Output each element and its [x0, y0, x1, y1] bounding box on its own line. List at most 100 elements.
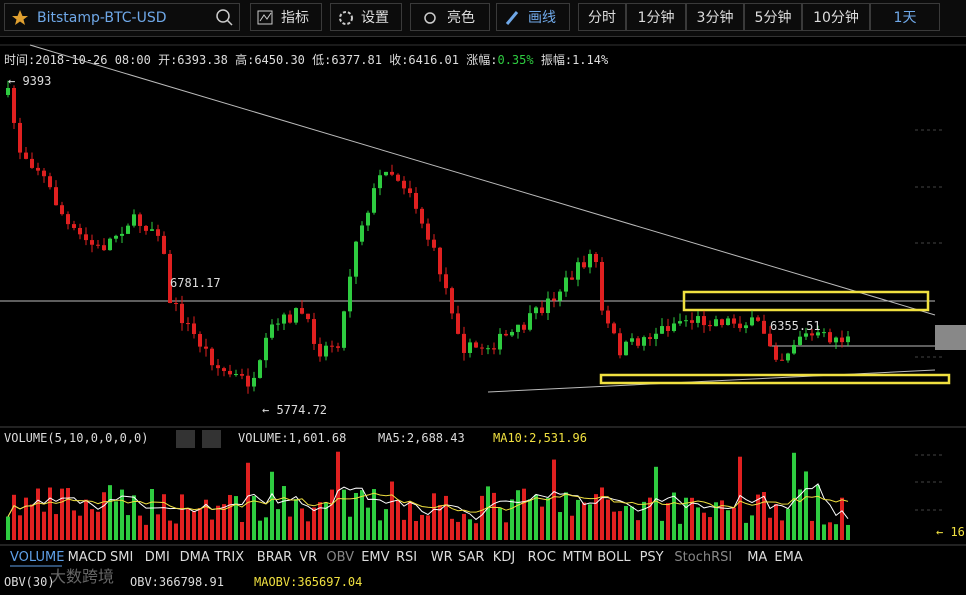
trend-line [29, 44, 936, 316]
indicator-tab[interactable]: DMA [180, 550, 210, 565]
period[interactable]: 5分钟 [744, 3, 802, 31]
candle-body [624, 341, 628, 356]
volume-bar [360, 490, 364, 540]
candle-body [774, 346, 778, 360]
volume-bar [324, 502, 328, 540]
indicator-tab[interactable]: KDJ [493, 550, 515, 565]
candle-body [696, 316, 700, 323]
volume-bar [486, 486, 490, 540]
symbol[interactable]: Bitstamp-BTC-USD [4, 3, 240, 31]
indicator-tab[interactable]: SMI [110, 550, 133, 565]
volume-bar [492, 492, 496, 540]
volume-bar [738, 456, 742, 540]
volume-bar [240, 521, 244, 540]
indicator-tab[interactable]: VOLUME [10, 550, 64, 565]
gear-icon[interactable] [176, 430, 195, 448]
volume-bar [288, 516, 292, 540]
candle-body [468, 342, 472, 353]
indicator-tab[interactable]: MACD [68, 550, 107, 565]
candle-body [570, 277, 574, 280]
volume-bar [72, 510, 76, 540]
candle-body [6, 88, 10, 95]
candle-body [174, 302, 178, 304]
candle-body [204, 346, 208, 349]
period[interactable]: 10分钟 [802, 3, 870, 31]
candle-body [456, 313, 460, 334]
candle-body [540, 307, 544, 314]
candle-body [486, 348, 490, 350]
volume-bar [810, 520, 814, 540]
volume-bar [828, 522, 832, 540]
indicator-tab[interactable]: RSI [396, 550, 417, 565]
volume-bar [708, 517, 712, 540]
info-open: 开:6393.38 [158, 53, 228, 67]
volume-bar [690, 497, 694, 540]
volume-bar [786, 508, 790, 540]
candle-body [756, 317, 760, 321]
draw-button[interactable]: 画线 [496, 3, 570, 31]
indicator-tab[interactable]: StochRSI [674, 550, 732, 565]
indicator-tab[interactable]: PSY [640, 550, 664, 565]
info-time: 时间:2018-10-26 08:00 [4, 53, 151, 67]
volume-bar [156, 514, 160, 540]
candle-body [630, 338, 634, 342]
indicator-tab[interactable]: SAR [458, 550, 484, 565]
volume-bar [594, 494, 598, 540]
indicator-tab[interactable]: VR [299, 550, 317, 565]
candle-body [834, 337, 838, 343]
indicator-tab[interactable]: EMV [361, 550, 389, 565]
info-change: 0.35% [497, 53, 534, 67]
volume-bar [174, 523, 178, 540]
last-label: 6355.51 [770, 319, 821, 333]
indicator-button[interactable]: 指标 [250, 3, 322, 31]
candle-body [576, 262, 580, 280]
theme-button[interactable]: 亮色 [410, 3, 490, 31]
indicator-tab[interactable]: DMI [145, 550, 170, 565]
indicator-tab[interactable]: ROC [528, 550, 556, 565]
candle-body [498, 333, 502, 350]
volume-bar [78, 515, 82, 540]
indicator-tab[interactable]: BOLL [597, 550, 631, 565]
info-high: 高:6450.30 [235, 53, 305, 67]
volume-bar [270, 471, 274, 540]
volume-bar [504, 522, 508, 540]
volume-bar [294, 499, 298, 540]
volume-bar [228, 494, 232, 540]
candle-body [288, 314, 292, 323]
indicator-tab[interactable]: WR [431, 550, 453, 565]
indicator-tab[interactable]: OBV [326, 550, 354, 565]
indicator-tab[interactable]: TRIX [213, 550, 244, 565]
indicator-tab[interactable]: BRAR [257, 550, 292, 565]
min-label: ← 5774.72 [262, 403, 327, 417]
period[interactable]: 分时 [578, 3, 626, 31]
indicator-tab[interactable]: EMA [774, 550, 802, 565]
info-amplitude: 振幅:1.14% [540, 53, 609, 67]
indicator-tab[interactable]: MTM [562, 550, 592, 565]
candle-body [24, 152, 28, 159]
volume-bar [654, 466, 658, 540]
settings-button[interactable]: 设置 [330, 3, 402, 31]
period[interactable]: 1分钟 [626, 3, 686, 31]
volume-bar [300, 508, 304, 540]
candle-body [78, 227, 82, 235]
candle-body [246, 375, 250, 387]
period-selected[interactable]: 1天 [870, 3, 940, 31]
info-line: 时间:2018-10-26 08:00 开:6393.38 高:6450.30 … [4, 51, 608, 68]
volume-bar [312, 507, 316, 540]
candle-body [738, 323, 742, 329]
volume-bar [438, 504, 442, 540]
volume-bar [378, 520, 382, 540]
candle-body [846, 336, 850, 343]
candle-body [282, 314, 286, 324]
close-icon[interactable] [202, 430, 221, 448]
info-low: 低:6377.81 [312, 53, 382, 67]
period[interactable]: 3分钟 [686, 3, 744, 31]
indicator-tab[interactable]: MA [747, 550, 767, 565]
candle-body [582, 262, 586, 268]
volume-bar [252, 496, 256, 540]
candle-body [612, 323, 616, 334]
volume-bar [756, 494, 760, 540]
volume-bar [396, 499, 400, 540]
ma5-value: MA5:2,688.43 [378, 431, 465, 445]
candle-body [108, 238, 112, 251]
